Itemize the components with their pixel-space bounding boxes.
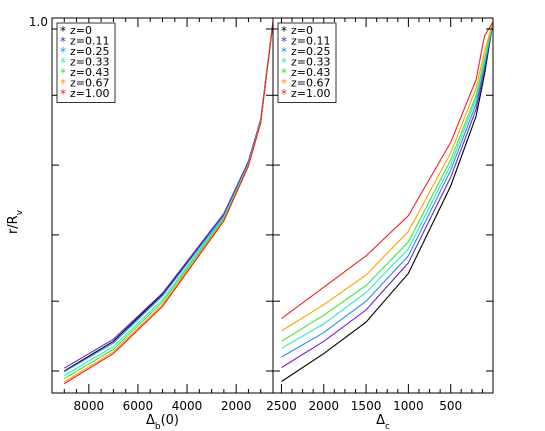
legend-entry-label: z=0: [70, 24, 92, 37]
y-tick-label: 1.0: [29, 15, 48, 29]
legend-marker: *: [60, 77, 66, 91]
y-axis-label: r/Rv: [6, 209, 25, 234]
legend-entry-label: z=0.25: [70, 45, 109, 58]
legend-entry-label: z=0.43: [291, 66, 330, 79]
legend-marker: *: [281, 24, 287, 38]
x-tick-label: 8000: [74, 399, 105, 413]
x-axis-label: Δc: [376, 413, 390, 431]
legend-entry-label: z=0.43: [70, 66, 109, 79]
x-axis-label-symbol: Δ: [376, 413, 385, 428]
series-group: [64, 21, 273, 385]
legend: * z=0 * z=0.11 * z=0.25 * z=0.33 * z=0.43 * z=0.67 *…: [56, 22, 116, 103]
x-axis-label-suffix: (0): [161, 413, 179, 428]
legend-marker: *: [60, 87, 66, 101]
series-line-z-0: [281, 21, 493, 382]
legend-box: [56, 22, 116, 103]
legend-marker: *: [281, 66, 287, 80]
series-line-z-0-25: [281, 21, 493, 358]
legend-entry-label: z=0.67: [291, 77, 330, 90]
x-tick-label: 2500: [266, 399, 297, 413]
x-tick-label: 6000: [123, 399, 154, 413]
x-tick-label: 4000: [172, 399, 203, 413]
x-tick-label: 1000: [393, 399, 424, 413]
legend-marker: *: [60, 45, 66, 59]
legend-entry-label: z=0.33: [70, 56, 109, 69]
series-line-z-1-00: [281, 21, 493, 320]
legend-entry-label: z=0.67: [70, 77, 109, 90]
left-panel: 8000 6000 4000 2000 1.0 Δb(0) * z=0 * z=0.11 * z=0.…: [29, 15, 274, 431]
series-line-z-0-11: [281, 21, 493, 368]
legend-entry-label: z=0.25: [291, 45, 330, 58]
legend-marker: *: [60, 35, 66, 49]
x-tick-label: 1500: [351, 399, 382, 413]
x-tick-label: 2000: [221, 399, 252, 413]
legend-marker: *: [281, 45, 287, 59]
legend-entry-label: z=0: [291, 24, 313, 37]
legend: * z=0 * z=0.11 * z=0.25 * z=0.33 * z=0.43 * z=0.67 *…: [277, 22, 337, 103]
legend-box: [277, 22, 337, 103]
x-tick-label: 2000: [308, 399, 339, 413]
legend-marker: *: [281, 77, 287, 91]
plot-frame: [272, 17, 494, 394]
series-line-z-1-00: [64, 21, 273, 385]
x-axis-label-subscript: b: [155, 422, 161, 431]
legend-marker: *: [60, 24, 66, 38]
series-line-z-0-33: [281, 21, 493, 349]
legend-entry-label: z=1.00: [291, 87, 330, 100]
legend-marker: *: [60, 66, 66, 80]
y-axis-label-main: r/R: [6, 215, 21, 234]
series-line-z-0-43: [281, 21, 493, 342]
x-axis-label: Δb(0): [146, 413, 179, 431]
series-group: [281, 21, 493, 382]
x-tick-label: 500: [439, 399, 462, 413]
legend-entry-label: z=0.33: [291, 56, 330, 69]
legend-entry-label: z=0.11: [291, 35, 330, 48]
legend-marker: *: [281, 87, 287, 101]
series-line-z-0-67: [281, 21, 493, 332]
legend-entry-label: z=0.11: [70, 35, 109, 48]
x-axis-label-subscript: c: [385, 422, 390, 431]
y-axis-label-subscript: v: [15, 209, 25, 215]
x-axis-label-symbol: Δ: [146, 413, 155, 428]
legend-entry-label: z=1.00: [70, 87, 109, 100]
legend-marker: *: [60, 56, 66, 70]
legend-marker: *: [281, 35, 287, 49]
legend-marker: *: [281, 56, 287, 70]
